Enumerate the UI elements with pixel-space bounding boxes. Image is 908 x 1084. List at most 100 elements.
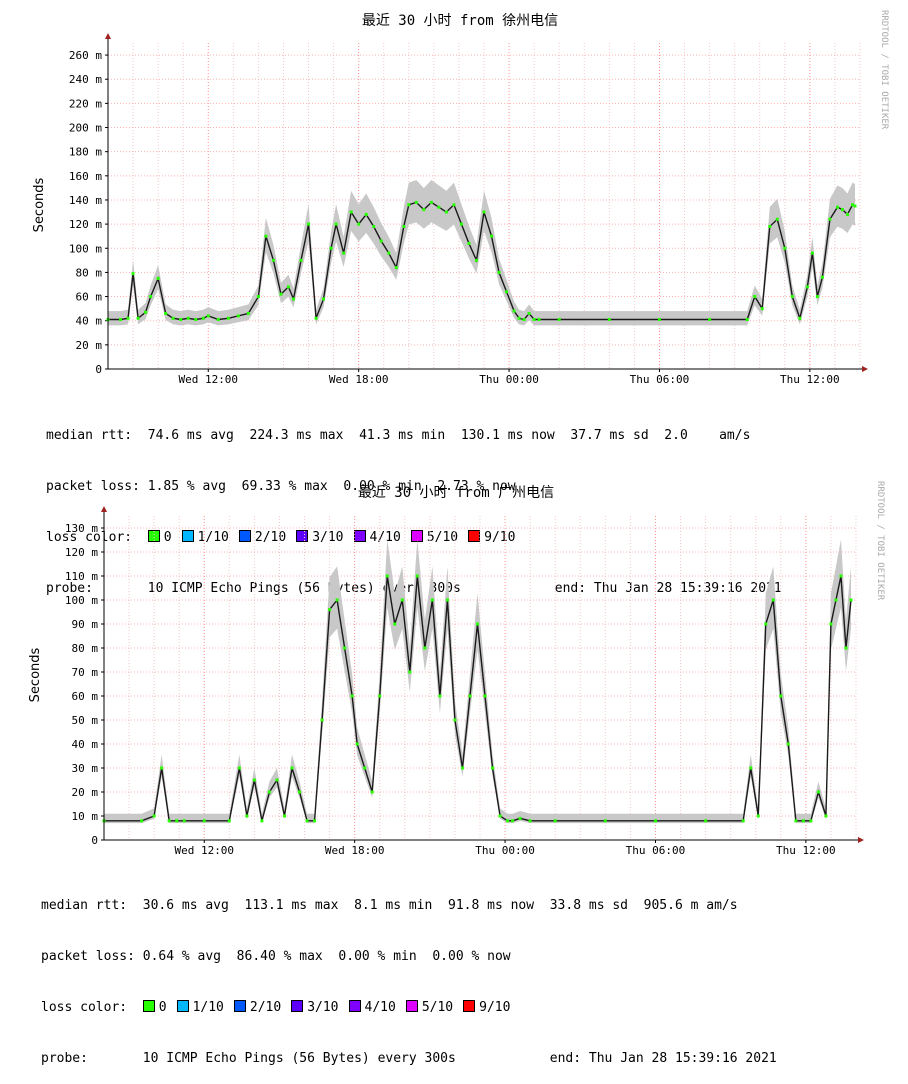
median-point xyxy=(553,819,557,823)
median-point xyxy=(437,205,441,209)
median-point xyxy=(314,316,318,320)
median-point xyxy=(152,814,156,818)
median-point xyxy=(459,222,463,226)
median-point xyxy=(768,225,772,229)
median-point xyxy=(430,598,434,602)
median-point xyxy=(438,694,442,698)
median-point xyxy=(349,210,353,214)
median-point xyxy=(379,239,383,243)
median-point xyxy=(279,292,283,296)
loss-color-label: 5/10 xyxy=(426,530,459,545)
median-point xyxy=(475,622,479,626)
median-point xyxy=(460,766,464,770)
median-point xyxy=(657,317,661,321)
median-point xyxy=(760,307,764,311)
median-point xyxy=(305,819,309,823)
median-point xyxy=(291,297,295,301)
y-tick-label: 110 m xyxy=(65,570,98,583)
median-point xyxy=(497,270,501,274)
y-axis-label: Seconds xyxy=(28,647,43,702)
loss-color-label: loss color: xyxy=(46,530,133,545)
loss-color-items: 0 1/10 2/10 3/10 4/10 5/10 9/10 xyxy=(147,530,526,545)
median-point xyxy=(756,814,760,818)
y-tick-label: 70 m xyxy=(72,666,99,679)
x-axis-arrow xyxy=(858,837,864,843)
median-point xyxy=(816,790,820,794)
median-point xyxy=(299,258,303,262)
median-point xyxy=(850,203,854,207)
median-point xyxy=(490,234,494,238)
loss-color-swatch xyxy=(142,1000,155,1012)
y-tick-label: 90 m xyxy=(72,618,99,631)
axes xyxy=(105,33,868,372)
loss-color-swatch xyxy=(291,1000,304,1012)
median-point xyxy=(334,222,338,226)
median-point xyxy=(517,316,521,320)
x-tick-label: Wed 12:00 xyxy=(178,373,238,386)
probe-row: probe: 10 ICMP Echo Pings (56 Bytes) eve… xyxy=(41,1050,777,1067)
median-point xyxy=(653,819,657,823)
loss-color-row: loss color: 0 1/10 2/10 3/10 4/10 5/10 9/10 xyxy=(46,529,782,546)
median-point xyxy=(452,203,456,207)
median-point xyxy=(483,694,487,698)
median-point xyxy=(786,742,790,746)
loss-color-item: 0 xyxy=(147,530,172,545)
median-point xyxy=(809,819,813,823)
median-point xyxy=(131,272,135,276)
median-point xyxy=(527,311,531,315)
chart-xuzhou: 最近 30 小时 from 徐州电信 RRDTOOL / TOBI OETIKE… xyxy=(32,10,889,386)
x-tick-label: Thu 06:00 xyxy=(626,844,686,857)
loss-color-item: 1/10 xyxy=(176,1000,224,1015)
median-point xyxy=(518,816,522,820)
median-point xyxy=(372,225,376,229)
median-point xyxy=(829,622,833,626)
y-tick-label: 130 m xyxy=(65,522,98,535)
y-axis-label: Seconds xyxy=(32,177,47,232)
y-tick-label: 260 m xyxy=(69,49,102,62)
median-point xyxy=(810,251,814,255)
median-point xyxy=(839,574,843,578)
y-tick-label: 0 xyxy=(91,834,98,847)
loss-color-label: 3/10 xyxy=(312,530,344,545)
median-point xyxy=(505,290,509,294)
median-point xyxy=(186,316,190,320)
y-tick-label: 160 m xyxy=(69,170,102,183)
loss-color-label: 3/10 xyxy=(307,1000,339,1015)
median-point xyxy=(267,790,271,794)
loss-color-item: 2/10 xyxy=(238,530,286,545)
loss-color-item: 9/10 xyxy=(463,1000,510,1015)
y-tick-label: 10 m xyxy=(72,810,99,823)
median-point xyxy=(764,622,768,626)
median-point xyxy=(328,608,332,612)
legend-guangzhou: median rtt: 30.6 ms avg 113.1 ms max 8.1… xyxy=(41,863,777,1084)
end-text: end: Thu Jan 28 15:39:16 2021 xyxy=(549,1051,777,1066)
median-point xyxy=(329,246,333,250)
median-point xyxy=(167,819,171,823)
median-point xyxy=(298,790,302,794)
median-point xyxy=(164,311,168,315)
median-point xyxy=(227,819,231,823)
median-point xyxy=(805,285,809,289)
loss-color-label: loss color: xyxy=(41,1000,128,1015)
median-point xyxy=(491,766,495,770)
x-tick-label: Wed 12:00 xyxy=(174,844,234,857)
y-tick-label: 20 m xyxy=(76,339,103,352)
y-tick-label: 80 m xyxy=(76,266,103,279)
median-point xyxy=(853,204,857,208)
median-point xyxy=(528,819,532,823)
y-axis-arrow xyxy=(105,33,111,39)
median-point xyxy=(801,819,805,823)
probe-text: 10 ICMP Echo Pings (56 Bytes) every 300s xyxy=(142,1051,456,1066)
y-ticks: 0 20 m 40 m 60 m 80 m 100 m 120 m 140 m 160 m 180… xyxy=(69,49,108,376)
y-tick-label: 0 xyxy=(95,363,102,376)
loss-color-swatch xyxy=(463,1000,476,1012)
median-point xyxy=(393,622,397,626)
chart-title: 最近 30 小时 from 广州电信 xyxy=(358,485,554,501)
median-point xyxy=(532,317,536,321)
series-area xyxy=(106,179,857,326)
median-point xyxy=(704,819,708,823)
median-point xyxy=(364,212,368,216)
median-point xyxy=(840,208,844,212)
median-point xyxy=(179,317,183,321)
median-point xyxy=(136,316,140,320)
